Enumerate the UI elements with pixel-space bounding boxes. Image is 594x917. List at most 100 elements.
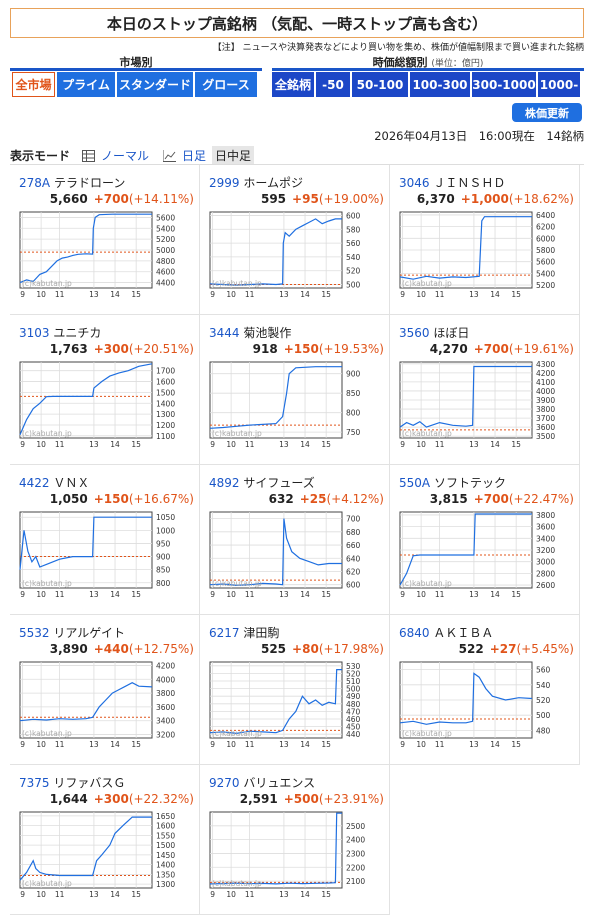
stock-name-link[interactable]: 3046 ＪＩＮＳＨＤ	[399, 174, 505, 191]
stock-card: 3444 菊池製作 918 +150(+19.53%) 9 10 11 13 14 15 750 8…	[200, 315, 390, 465]
refresh-button[interactable]: 株価更新	[512, 103, 582, 122]
stock-code[interactable]: 9270	[209, 776, 240, 790]
market-standard-button[interactable]: スタンダード	[117, 72, 193, 97]
y-tick-label: 3600	[156, 703, 175, 712]
stock-name[interactable]: ユニチカ	[53, 326, 102, 340]
price-line	[399, 513, 532, 586]
stock-change: +500	[283, 792, 319, 806]
stock-change-pct: (+19.61%)	[508, 342, 574, 356]
cap-all-button[interactable]: 全銘柄	[272, 72, 314, 97]
stock-name[interactable]: ＡＫＩＢＡ	[433, 626, 494, 640]
stock-change-pct: (+23.91%)	[318, 792, 384, 806]
x-tick-label: 11	[245, 290, 255, 299]
stock-code[interactable]: 3444	[209, 326, 240, 340]
cap-group-label: 時価総額別 (単位：億円)	[272, 54, 584, 70]
stock-name[interactable]: ソフトテック	[433, 476, 506, 490]
x-tick-label: 9	[210, 740, 215, 749]
y-tick-label: 1100	[156, 432, 175, 441]
stock-code[interactable]: 3560	[399, 326, 430, 340]
x-tick-label: 11	[55, 890, 65, 899]
stock-code[interactable]: 3046	[399, 176, 430, 190]
stock-name[interactable]: テラドローン	[53, 176, 126, 190]
stock-name-link[interactable]: 6840 ＡＫＩＢＡ	[399, 624, 493, 641]
y-tick-label: 530	[346, 662, 361, 671]
stock-name-link[interactable]: 4422 ＶＮＸ	[19, 474, 89, 491]
stock-name[interactable]: リアルゲイト	[53, 626, 126, 640]
x-tick-label: 10	[36, 440, 46, 449]
x-tick-label: 14	[300, 440, 310, 449]
stock-code[interactable]: 7375	[19, 776, 50, 790]
cap-1000-button[interactable]: 1000-	[538, 72, 580, 97]
x-tick-label: 10	[226, 440, 236, 449]
stock-code[interactable]: 6217	[209, 626, 240, 640]
mode-normal-link[interactable]: ノーマル	[101, 149, 150, 163]
cap-300-1000-button[interactable]: 300-1000	[472, 72, 536, 97]
stock-code[interactable]: 6840	[399, 626, 430, 640]
stock-name-link[interactable]: 550A ソフトテック	[399, 474, 506, 491]
y-tick-label: 3900	[536, 396, 555, 405]
x-tick-label: 14	[110, 740, 120, 749]
cap-50-100-button[interactable]: 50-100	[352, 72, 408, 97]
y-tick-label: 4200	[156, 661, 175, 670]
y-tick-label: 4300	[536, 360, 555, 369]
stock-code[interactable]: 278A	[19, 176, 51, 190]
stock-name-link[interactable]: 3103 ユニチカ	[19, 324, 101, 341]
cap-50-button[interactable]: -50	[316, 72, 350, 97]
x-tick-label: 9	[20, 440, 25, 449]
market-all-button[interactable]: 全市場	[12, 72, 55, 97]
stock-name[interactable]: サイフューズ	[243, 476, 315, 490]
x-tick-label: 9	[400, 590, 405, 599]
stock-name-link[interactable]: 7375 リファバスＧ	[19, 774, 125, 791]
x-tick-label: 10	[226, 890, 236, 899]
stock-name-link[interactable]: 2999 ホームポジ	[209, 174, 303, 191]
stock-change-pct: (+16.67%)	[128, 492, 194, 506]
x-tick-label: 15	[131, 590, 141, 599]
price-line	[209, 518, 342, 587]
y-tick-label: 4100	[536, 378, 555, 387]
stock-name-link[interactable]: 278A テラドローン	[19, 174, 125, 191]
y-tick-label: 1050	[156, 513, 175, 522]
x-tick-label: 13	[469, 590, 479, 599]
stock-code[interactable]: 5532	[19, 626, 50, 640]
stock-change-pct: (+22.47%)	[508, 492, 574, 506]
market-growth-button[interactable]: グロース	[195, 72, 257, 97]
mode-daily-link[interactable]: 日足	[182, 149, 207, 163]
stock-name[interactable]: ＶＮＸ	[53, 476, 90, 490]
x-tick-label: 9	[20, 890, 25, 899]
y-tick-label: 5400	[156, 224, 175, 233]
x-tick-label: 14	[110, 290, 120, 299]
x-tick-label: 13	[89, 590, 99, 599]
mode-intraday-tab[interactable]: 日中足	[212, 146, 255, 165]
stock-code[interactable]: 4422	[19, 476, 50, 490]
stock-name[interactable]: ホームポジ	[243, 176, 304, 190]
x-tick-label: 11	[55, 590, 65, 599]
stock-price: 595	[260, 192, 287, 206]
y-tick-label: 850	[346, 389, 361, 398]
stock-name[interactable]: リファバスＧ	[53, 776, 126, 790]
stock-name-link[interactable]: 6217 津田駒	[209, 624, 279, 641]
stock-price-row: 522 +27(+5.45%)	[399, 642, 574, 656]
stock-name-link[interactable]: 5532 リアルゲイト	[19, 624, 125, 641]
y-tick-label: 2200	[346, 863, 365, 872]
stock-name-link[interactable]: 3444 菊池製作	[209, 324, 291, 341]
market-prime-button[interactable]: プライム	[57, 72, 115, 97]
stock-code[interactable]: 4892	[209, 476, 240, 490]
stock-name-link[interactable]: 3560 ほぼ日	[399, 324, 469, 341]
cap-100-300-button[interactable]: 100-300	[410, 72, 470, 97]
y-tick-label: 1600	[156, 822, 175, 831]
stock-name-link[interactable]: 4892 サイフューズ	[209, 474, 315, 491]
stock-name[interactable]: ほぼ日	[433, 326, 470, 340]
stock-code[interactable]: 3103	[19, 326, 50, 340]
stock-code[interactable]: 2999	[209, 176, 240, 190]
stock-code[interactable]: 550A	[399, 476, 431, 490]
stock-name[interactable]: 津田駒	[243, 626, 280, 640]
stock-name-link[interactable]: 9270 バリュエンス	[209, 774, 315, 791]
stock-name[interactable]: 菊池製作	[243, 326, 292, 340]
intraday-chart: 9 10 11 13 14 15 2100 2200 2300 2400 2500 (c)kabuta…	[209, 811, 365, 899]
x-tick-label: 15	[511, 590, 521, 599]
y-tick-label: 3400	[156, 717, 175, 726]
x-tick-label: 10	[36, 590, 46, 599]
stock-name[interactable]: ＪＩＮＳＨＤ	[433, 176, 506, 190]
stock-change-pct: (+22.32%)	[128, 792, 194, 806]
stock-name[interactable]: バリュエンス	[243, 776, 316, 790]
